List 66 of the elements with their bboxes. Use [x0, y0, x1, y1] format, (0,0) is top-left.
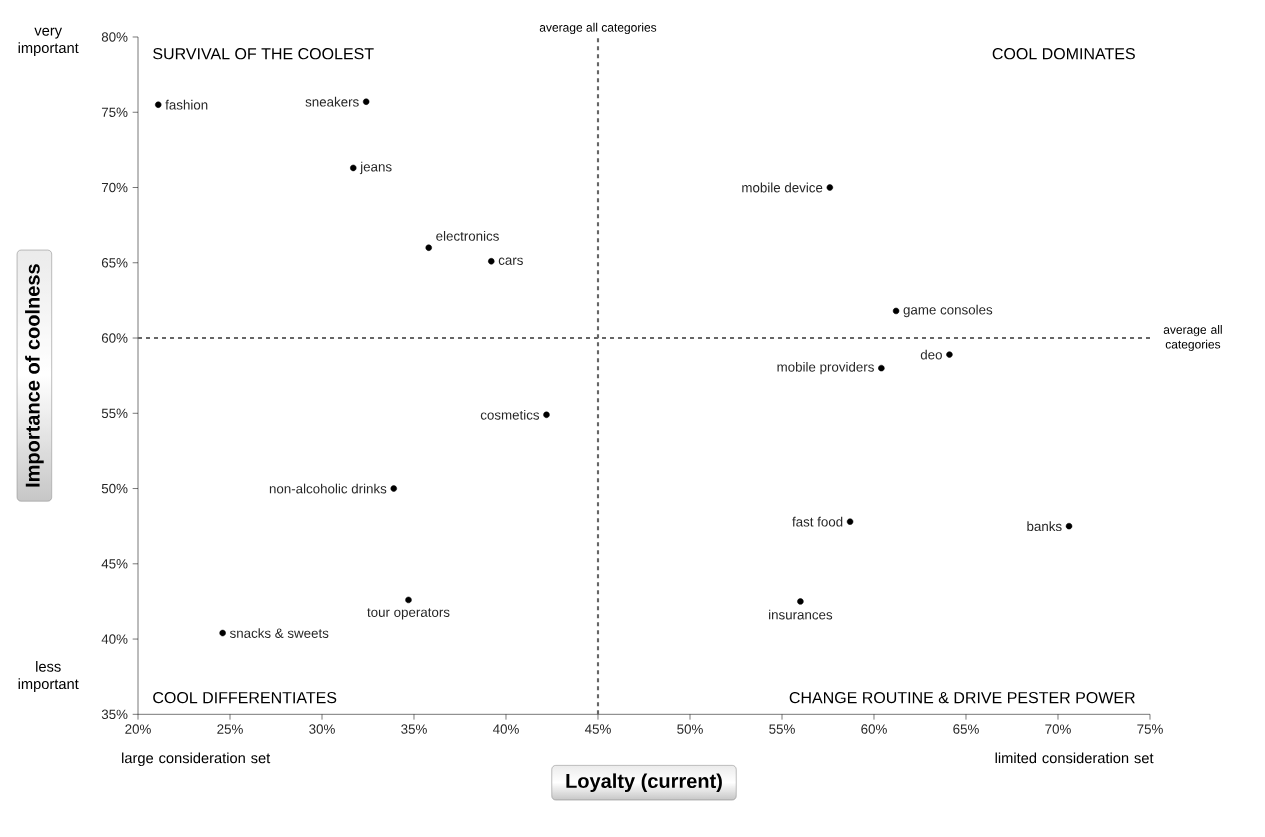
point: [826, 184, 834, 191]
x-axis-title: Loyalty (current): [566, 773, 722, 793]
point: [1065, 522, 1073, 530]
x-tick-label: 20%: [125, 724, 151, 734]
y-axis-title: Importance of coolness: [25, 264, 44, 487]
annotation: CHANGE ROUTINE & DRIVE PESTER POWER: [789, 691, 1135, 704]
y-tick-label: 70%: [101, 182, 128, 193]
y-tick-label: 80%: [101, 32, 128, 42]
x-tick-label: 60%: [861, 724, 887, 734]
point: [350, 164, 357, 172]
text: large consideration set: [122, 752, 271, 767]
x-tick-label: 30%: [309, 724, 335, 734]
y-tick-label: 55%: [101, 408, 128, 418]
annotation: non-alcoholic drinks: [269, 483, 387, 494]
x-tick-label: 45%: [584, 724, 611, 734]
point: [543, 411, 550, 418]
x-tick-label: 50%: [677, 724, 703, 734]
point: [488, 258, 495, 265]
point: [405, 596, 412, 604]
y-tick-label: 45%: [101, 559, 128, 569]
point: [362, 98, 370, 105]
y-tick-label: 50%: [101, 483, 128, 494]
y-tick-label: 35%: [101, 709, 128, 720]
text: limited consideration set: [995, 752, 1154, 764]
ref-line-label: average all categories: [1163, 325, 1222, 351]
annotation: mobile device: [742, 182, 823, 193]
point: [797, 598, 804, 605]
annotation: jeans: [359, 161, 392, 175]
x-tick-label: 65%: [953, 724, 979, 734]
annotation: COOL DOMINATES: [992, 48, 1135, 60]
annotation: insurances: [769, 609, 833, 620]
annotation: game consoles: [903, 304, 993, 318]
point: [425, 244, 432, 251]
ref-line-label: average all categories: [539, 22, 657, 35]
annotation: cars: [498, 257, 523, 265]
text: less important: [18, 661, 79, 692]
annotation: banks: [1027, 521, 1062, 532]
annotation: sneakers: [305, 96, 359, 107]
annotation: cosmetics: [480, 409, 540, 420]
x-tick-label: 40%: [492, 724, 519, 734]
y-tick-label: 75%: [101, 107, 128, 117]
point: [878, 364, 885, 372]
annotation: deo: [920, 349, 942, 360]
point: [946, 351, 953, 358]
annotation: fashion: [165, 99, 208, 110]
y-tick-label: 40%: [101, 634, 128, 644]
annotation: mobile providers: [777, 361, 874, 375]
point: [155, 101, 162, 108]
annotation: fast food: [792, 516, 843, 527]
x-tick-label: 75%: [1137, 724, 1163, 734]
annotation: COOL DIFFERENTIATES: [153, 691, 337, 704]
y-tick-label: 60%: [101, 333, 128, 343]
text: very important: [18, 27, 79, 56]
annotation: snacks & sweets: [229, 628, 329, 638]
y-tick-label: 65%: [101, 258, 128, 268]
point: [219, 629, 226, 637]
annotation: tour operators: [367, 608, 450, 620]
point: [390, 485, 397, 492]
x-tick-label: 55%: [769, 724, 795, 734]
point: [892, 307, 900, 315]
x-tick-label: 25%: [217, 724, 243, 734]
point: [846, 518, 854, 525]
x-tick-label: 35%: [401, 724, 427, 734]
annotation: SURVIVAL OF THE COOLEST: [153, 48, 374, 60]
x-tick-label: 70%: [1045, 724, 1071, 734]
annotation: electronics: [436, 230, 499, 241]
